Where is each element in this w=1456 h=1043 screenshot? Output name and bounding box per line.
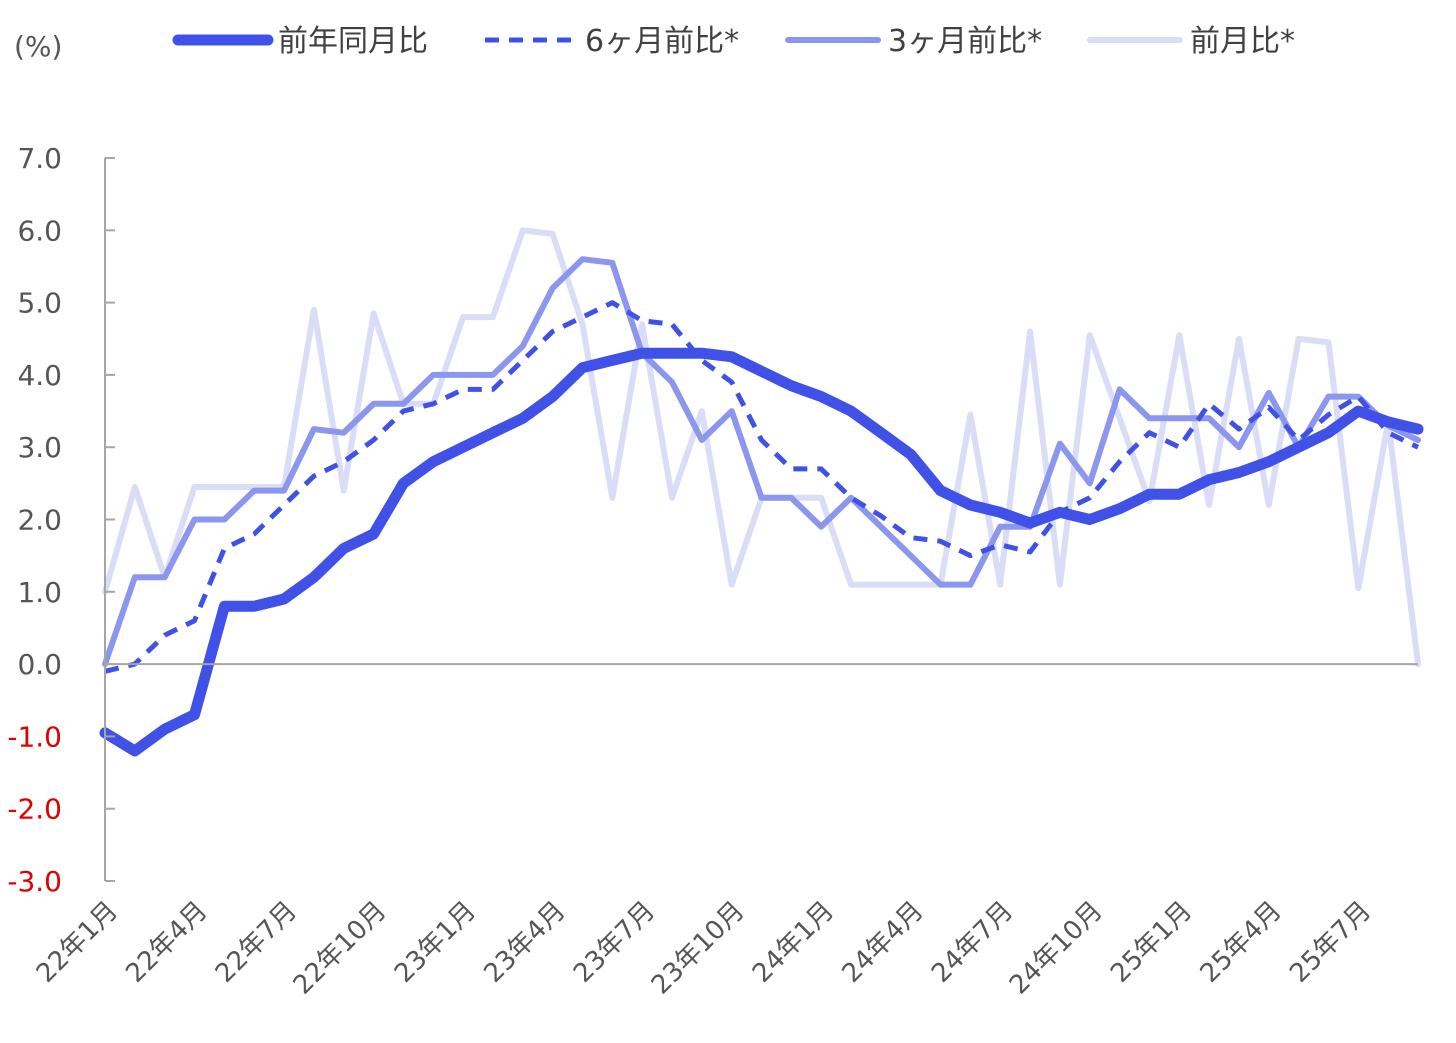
x-tick-label: 25年1月 <box>1105 896 1198 989</box>
x-tick-label: 23年7月 <box>568 896 661 989</box>
series-line-3 <box>102 256 1421 668</box>
y-tick-label: 1.0 <box>17 576 62 609</box>
legend-label-3: 3ヶ月前比* <box>888 24 1042 59</box>
y-tick-label: -2.0 <box>7 793 62 826</box>
legend-label-1: 前年同月比 <box>278 24 428 59</box>
x-tick-label: 24年10月 <box>1004 896 1109 1001</box>
x-tick-label: 24年1月 <box>747 896 840 989</box>
x-tick-label: 24年4月 <box>837 896 930 989</box>
series-line-2 <box>104 300 1420 674</box>
x-tick-label: 22年4月 <box>120 896 213 989</box>
legend-label-4: 前月比* <box>1190 24 1295 59</box>
x-tick-label: 22年1月 <box>31 896 124 989</box>
x-tick-label: 22年7月 <box>210 896 303 989</box>
x-tick-label: 23年1月 <box>389 896 482 989</box>
y-tick-label: 0.0 <box>17 648 62 681</box>
x-tick-label: 25年4月 <box>1195 896 1288 989</box>
series-line-1 <box>99 347 1424 757</box>
y-tick-label: 2.0 <box>17 504 62 537</box>
y-tick-label: 4.0 <box>17 359 62 392</box>
y-tick-label: 7.0 <box>17 142 62 175</box>
x-tick-label: 23年10月 <box>646 896 751 1001</box>
y-tick-label: -1.0 <box>7 720 62 753</box>
y-tick-label: -3.0 <box>7 865 62 898</box>
y-tick-label: 5.0 <box>17 287 62 320</box>
y-tick-label: 3.0 <box>17 431 62 464</box>
x-tick-label: 24年7月 <box>926 896 1019 989</box>
x-tick-label: 23年4月 <box>478 896 571 989</box>
y-tick-label: 6.0 <box>17 214 62 247</box>
legend-label-2: 6ヶ月前比* <box>585 24 739 59</box>
y-unit-label: (%) <box>14 30 62 63</box>
x-tick-label: 25年7月 <box>1284 896 1377 989</box>
x-tick-label: 22年10月 <box>288 896 393 1001</box>
